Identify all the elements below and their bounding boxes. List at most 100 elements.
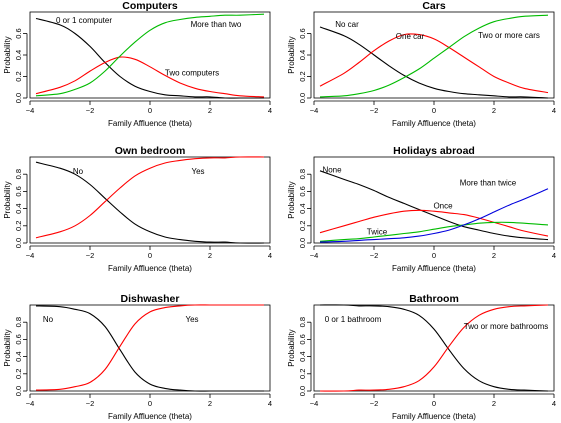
- panel-own-bedroom: Own bedroom −4 −2 0 2 4 0.0 0.2 0.4 0.6 0.8 Family …: [3, 145, 272, 273]
- y-tick-label: 0.6: [298, 334, 307, 344]
- series-label-more-than-two: More than two: [191, 20, 242, 29]
- series-label-two-or-more-bathrooms: Two or more bathrooms: [464, 322, 548, 331]
- x-tick-label: 4: [552, 251, 556, 260]
- y-tick-label: 0.4: [298, 203, 307, 213]
- y-tick-label: 0.0: [14, 386, 23, 396]
- series-line-yes: [35, 156, 265, 239]
- panel-title: Bathroom: [409, 293, 459, 305]
- x-tick-label: −2: [370, 399, 379, 408]
- x-axis-label: Family Affluence (theta): [108, 412, 192, 421]
- y-tick-label: 0.2: [298, 369, 307, 379]
- panel-title: Computers: [122, 0, 178, 12]
- series-line-one-car: [319, 33, 549, 94]
- x-axis-label: Family Affluence (theta): [392, 412, 476, 421]
- panel-bathroom: Bathroom −4 −2 0 2 4 0.0 0.2 0.4 0.6 0.8 Family Aff…: [287, 293, 556, 421]
- x-tick-label: 0: [432, 399, 436, 408]
- x-tick-label: −2: [370, 251, 379, 260]
- x-tick-label: 0: [148, 251, 152, 260]
- series-line-twice: [319, 221, 549, 242]
- x-tick-label: −4: [26, 106, 35, 115]
- series-label-two-or-more-cars: Two or more cars: [478, 31, 540, 40]
- panel-holidays-abroad: Holidays abroad −4 −2 0 2 4 0.0 0.2 0.4 0.6 0.8 Fam…: [287, 145, 556, 273]
- series-label-0-or-1-bathroom: 0 or 1 bathroom: [325, 315, 382, 324]
- series-line-no: [35, 161, 265, 244]
- x-tick-label: −2: [86, 399, 95, 408]
- y-tick-label: 0.6: [298, 186, 307, 196]
- series-line-two-or-more-cars: [319, 14, 549, 98]
- x-tick-label: 0: [432, 251, 436, 260]
- y-tick-label: 0.6: [14, 28, 23, 38]
- panel-title: Own bedroom: [115, 145, 186, 157]
- x-axis-label: Family Affluence (theta): [108, 119, 192, 128]
- y-tick-label: 0.0: [298, 93, 307, 103]
- x-tick-label: 4: [268, 251, 272, 260]
- y-axis-label: Probability: [3, 36, 12, 73]
- y-tick-label: 0.4: [298, 50, 307, 60]
- x-tick-label: −4: [310, 251, 319, 260]
- y-tick-label: 0.2: [14, 221, 23, 231]
- series-label-twice: Twice: [367, 227, 388, 236]
- y-axis-label: Probability: [3, 181, 12, 218]
- y-tick-label: 0.2: [14, 369, 23, 379]
- y-axis-label: Probability: [287, 36, 296, 73]
- series-label-yes: Yes: [185, 315, 198, 324]
- series-label-no: No: [43, 315, 54, 324]
- x-axis-label: Family Affluence (theta): [108, 264, 192, 273]
- x-tick-label: −4: [310, 399, 319, 408]
- x-tick-label: −4: [26, 251, 35, 260]
- x-axis-label: Family Affluence (theta): [392, 264, 476, 273]
- series-line-0-or-1-computer: [35, 17, 264, 99]
- series-label-0-or-1-computer: 0 or 1 computer: [56, 16, 112, 25]
- series-line-0-or-1-bathroom: [319, 304, 549, 392]
- series-label-more-than-twice: More than twice: [460, 178, 517, 187]
- x-tick-label: 0: [148, 106, 152, 115]
- x-tick-label: 4: [552, 399, 556, 408]
- x-tick-label: 4: [268, 106, 272, 115]
- y-tick-label: 0.4: [14, 203, 23, 213]
- series-line-yes: [35, 304, 264, 391]
- x-tick-label: 2: [492, 251, 496, 260]
- y-tick-label: 0.2: [298, 71, 307, 81]
- series-line-once: [319, 209, 549, 237]
- y-tick-label: 0.2: [14, 71, 23, 81]
- plot-frame: [29, 156, 271, 244]
- y-tick-label: 0.6: [14, 186, 23, 196]
- x-tick-label: 2: [208, 106, 212, 115]
- y-axis-label: Probability: [3, 329, 12, 366]
- plot-frame: [313, 156, 555, 244]
- y-tick-label: 0.8: [298, 317, 307, 327]
- y-tick-label: 0.4: [14, 351, 23, 361]
- x-tick-label: 2: [208, 399, 212, 408]
- series-label-none: None: [322, 165, 342, 174]
- panel-title: Dishwasher: [121, 293, 180, 305]
- x-tick-label: −4: [26, 399, 35, 408]
- y-tick-label: 0.4: [14, 50, 23, 60]
- panel-title: Holidays abroad: [393, 145, 475, 157]
- x-tick-label: 2: [492, 106, 496, 115]
- plot-frame: [313, 11, 555, 99]
- panel-dishwasher: Dishwasher −4 −2 0 2 4 0.0 0.2 0.4 0.6 0.8 Family A…: [3, 293, 272, 421]
- plot-frame: [313, 304, 555, 392]
- series-line-no: [35, 305, 264, 392]
- x-tick-label: −4: [310, 106, 319, 115]
- x-tick-label: −2: [86, 251, 95, 260]
- panel-computers: Computers −4 −2 0 2 4 0.0 0.2 0.4 0.6 Family Afflu…: [3, 0, 272, 128]
- series-line-two-or-more-bathrooms: [319, 304, 549, 392]
- y-tick-label: 0.6: [14, 334, 23, 344]
- panel-title: Cars: [422, 0, 446, 12]
- plot-frame: [29, 304, 271, 392]
- series-line-two-computers: [35, 56, 265, 98]
- y-tick-label: 0.8: [14, 317, 23, 327]
- series-label-two-computers: Two computers: [165, 68, 219, 77]
- x-tick-label: −2: [86, 106, 95, 115]
- x-tick-label: −2: [370, 106, 379, 115]
- y-tick-label: 0.0: [14, 93, 23, 103]
- x-tick-label: 2: [492, 399, 496, 408]
- x-tick-label: 0: [148, 399, 152, 408]
- panel-cars: Cars −4 −2 0 2 4 0.0 0.2 0.4 0.6 Family Affluence …: [287, 0, 556, 128]
- plot-frame: [29, 11, 271, 99]
- series-label-once: Once: [433, 202, 453, 211]
- series-label-no-car: No car: [335, 20, 359, 29]
- x-tick-label: 0: [432, 106, 436, 115]
